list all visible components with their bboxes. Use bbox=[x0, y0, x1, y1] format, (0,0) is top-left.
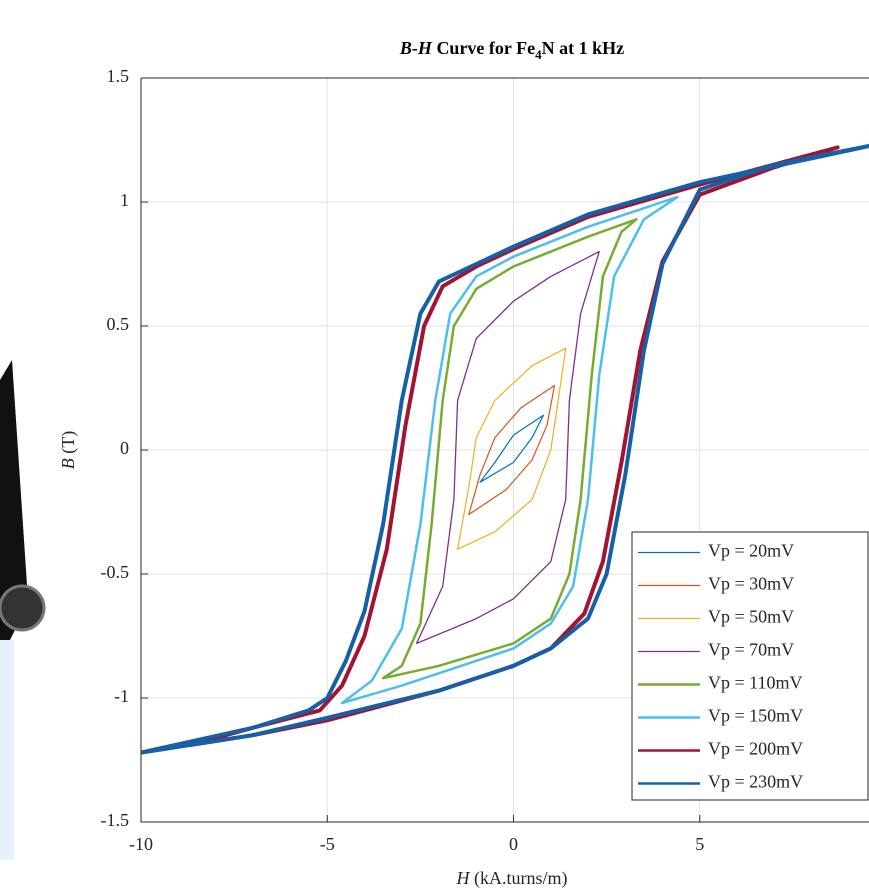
title-text: Curve for Fe bbox=[432, 38, 535, 58]
loop-line bbox=[381, 218, 638, 680]
plot-area bbox=[141, 143, 869, 755]
y-label-text: (T) bbox=[58, 431, 79, 458]
loop-line bbox=[468, 384, 556, 516]
y-tick-label: -0.5 bbox=[101, 562, 130, 582]
loop-line bbox=[415, 250, 600, 645]
loop-line bbox=[479, 414, 544, 483]
legend-label: Vp = 150mV bbox=[708, 706, 803, 726]
chart-title: B-H Curve for Fe4N at 1 kHz bbox=[399, 38, 624, 62]
x-label-italic: H bbox=[456, 868, 471, 888]
loop-line bbox=[457, 347, 567, 550]
legend-label: Vp = 30mV bbox=[708, 574, 794, 594]
x-tick-label: 0 bbox=[509, 834, 518, 854]
legend-label: Vp = 110mV bbox=[708, 673, 802, 693]
legend-label: Vp = 20mV bbox=[708, 541, 794, 561]
title-italic: B-H bbox=[399, 38, 433, 58]
y-tick-label: 0.5 bbox=[107, 314, 130, 334]
title-subscript: 4 bbox=[535, 47, 542, 62]
y-label-italic: B bbox=[58, 458, 78, 469]
legend-label: Vp = 70mV bbox=[708, 640, 794, 660]
photo-fragment bbox=[0, 640, 14, 860]
y-tick-label: -1.5 bbox=[101, 810, 130, 830]
y-tick-label: 1 bbox=[120, 190, 129, 210]
title-text: N at 1 kHz bbox=[542, 38, 625, 58]
y-axis-label: B (T) bbox=[58, 431, 79, 469]
x-tick-label: -10 bbox=[129, 834, 153, 854]
loop-line bbox=[141, 143, 869, 755]
legend: Vp = 20mV Vp = 30mV Vp = 50mV Vp = 70mV Vp =… bbox=[631, 531, 869, 801]
x-tick-label: -5 bbox=[320, 834, 335, 854]
x-label-text: (kA.turns/m) bbox=[470, 868, 568, 889]
y-tick-label: -1 bbox=[114, 686, 129, 706]
x-tick-label: 5 bbox=[695, 834, 704, 854]
legend-label: Vp = 50mV bbox=[708, 607, 794, 627]
y-tick-label: 1.5 bbox=[107, 66, 130, 86]
screw-fragment bbox=[0, 584, 46, 632]
x-axis-label: H (kA.turns/m) bbox=[456, 868, 568, 889]
legend-label: Vp = 230mV bbox=[708, 772, 803, 792]
y-tick-label: 0 bbox=[120, 438, 129, 458]
loop-line bbox=[340, 195, 679, 705]
legend-box bbox=[631, 531, 869, 801]
legend-label: Vp = 200mV bbox=[708, 739, 803, 759]
